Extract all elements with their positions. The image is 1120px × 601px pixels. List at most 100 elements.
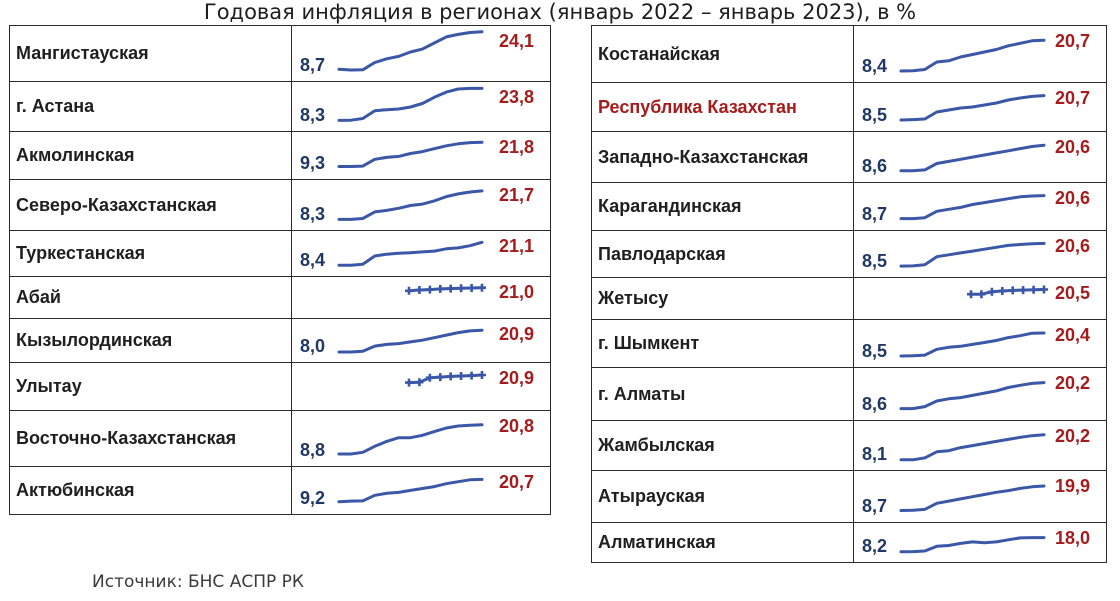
region-name: г. Алматы <box>591 367 854 421</box>
end-value: 21,0 <box>498 282 534 302</box>
end-value: 20,5 <box>1054 283 1090 303</box>
region-name: Жетысу <box>591 277 854 320</box>
region-name: Мангистауская <box>9 25 292 82</box>
sparkline-series <box>337 240 484 267</box>
sparkline-marker <box>425 373 434 382</box>
region-name: Республика Казахстан <box>591 82 854 132</box>
sparkline-series <box>337 140 484 168</box>
sparkline-series <box>337 86 484 122</box>
end-value: 23,8 <box>498 87 534 107</box>
end-value: 20,6 <box>1054 236 1090 256</box>
end-value: 24,1 <box>498 31 534 51</box>
start-value: 8,3 <box>300 204 326 224</box>
region-row: г. Шымкент 8,5 20,4 <box>591 319 1107 368</box>
sparkline <box>337 477 484 504</box>
sparkline-marker <box>1040 285 1048 294</box>
region-row: Павлодарская 8,5 20,6 <box>591 230 1107 278</box>
sparkline-series <box>899 433 1046 462</box>
sparkline-marker <box>1008 286 1017 295</box>
start-value: 8,7 <box>862 204 888 224</box>
sparkline-cell: 9,3 21,8 <box>291 131 551 180</box>
region-row: Кызылординская 8,0 20,9 <box>9 318 551 363</box>
sparkline-cell: 20,9 <box>291 362 551 411</box>
region-name: Абай <box>9 276 292 319</box>
sparkline-marker <box>446 372 455 381</box>
sparkline-marker <box>436 284 445 293</box>
sparkline <box>899 536 1046 554</box>
end-value: 21,7 <box>498 185 534 205</box>
sparkline-cell: 8,5 20,4 <box>853 319 1107 368</box>
sparkline <box>899 38 1046 73</box>
region-row: Карагандинская 8,7 20,6 <box>591 182 1107 231</box>
sparkline-marker <box>425 285 434 294</box>
region-row: Атырауская 8,7 19,9 <box>591 470 1107 523</box>
sparkline <box>899 194 1046 221</box>
sparkline-marker <box>967 290 975 299</box>
sparkline-series <box>337 423 484 456</box>
sparkline-cell: 8,3 21,7 <box>291 179 551 231</box>
end-value: 20,6 <box>1054 188 1090 208</box>
start-value: 8,1 <box>862 444 888 464</box>
end-value: 21,1 <box>498 236 534 256</box>
start-value: 8,6 <box>862 156 888 176</box>
sparkline-cell: 8,7 24,1 <box>291 25 551 82</box>
start-value: 8,2 <box>862 536 888 556</box>
start-value: 9,3 <box>300 153 326 173</box>
sparkline-marker <box>478 283 486 292</box>
sparkline <box>337 86 484 122</box>
sparkline-marker <box>415 286 424 294</box>
region-name: Западно-Казахстанская <box>591 131 854 183</box>
region-table-right: Костанайская 8,4 20,7 Республика Казахстан 8… <box>591 25 1107 563</box>
sparkline-cell: 8,1 20,2 <box>853 420 1107 471</box>
start-value: 8,4 <box>300 250 326 270</box>
sparkline <box>337 328 484 354</box>
region-row: Западно-Казахстанская 8,6 20,6 <box>591 131 1107 183</box>
sparkline-series <box>899 484 1046 512</box>
sparkline-series <box>899 38 1046 73</box>
sparkline <box>405 283 486 295</box>
end-value: 20,7 <box>1054 31 1090 51</box>
sparkline-cell: 8,3 23,8 <box>291 81 551 132</box>
region-row: Алматинская 8,2 18,0 <box>591 522 1107 563</box>
start-value: 8,7 <box>300 55 326 75</box>
region-name: Карагандинская <box>591 182 854 231</box>
sparkline-marker <box>457 372 466 380</box>
sparkline-cell: 20,5 <box>853 277 1107 320</box>
sparkline-cell: 8,4 20,7 <box>853 25 1107 83</box>
sparkline-series <box>899 194 1046 221</box>
region-name: Павлодарская <box>591 230 854 278</box>
sparkline <box>337 30 484 72</box>
sparkline <box>967 285 1048 299</box>
region-name: Улытау <box>9 362 292 411</box>
region-name: Кызылординская <box>9 318 292 363</box>
sparkline-marker <box>436 373 445 382</box>
sparkline <box>899 241 1046 268</box>
sparkline-marker <box>1019 286 1028 295</box>
sparkline-series <box>899 331 1046 358</box>
start-value: 8,5 <box>862 341 888 361</box>
sparkline-marker <box>446 284 455 293</box>
sparkline-cell: 8,5 20,7 <box>853 82 1107 132</box>
sparkline-series <box>337 477 484 504</box>
sparkline-marker <box>998 287 1007 295</box>
sparkline <box>899 433 1046 462</box>
sparkline-series <box>899 241 1046 268</box>
region-row: Жетысу 20,5 <box>591 277 1107 320</box>
region-row: Акмолинская 9,3 21,8 <box>9 131 551 180</box>
start-value: 8,5 <box>862 105 888 125</box>
start-value: 9,2 <box>300 488 326 508</box>
region-row: Восточно-Казахстанская 8,8 20,8 <box>9 410 551 467</box>
region-name: Акмолинская <box>9 131 292 180</box>
sparkline-series <box>899 143 1046 173</box>
end-value: 20,6 <box>1054 137 1090 157</box>
region-name: Северо-Казахстанская <box>9 179 292 231</box>
region-row: Туркестанская 8,4 21,1 <box>9 230 551 277</box>
sparkline-cell: 9,2 20,7 <box>291 466 551 515</box>
region-row: Костанайская 8,4 20,7 <box>591 25 1107 83</box>
region-name: Восточно-Казахстанская <box>9 410 292 467</box>
end-value: 20,4 <box>1054 325 1090 345</box>
sparkline-marker <box>1029 285 1038 294</box>
sparkline-marker <box>987 287 996 296</box>
sparkline <box>899 94 1046 122</box>
sparkline-cell: 8,8 20,8 <box>291 410 551 467</box>
